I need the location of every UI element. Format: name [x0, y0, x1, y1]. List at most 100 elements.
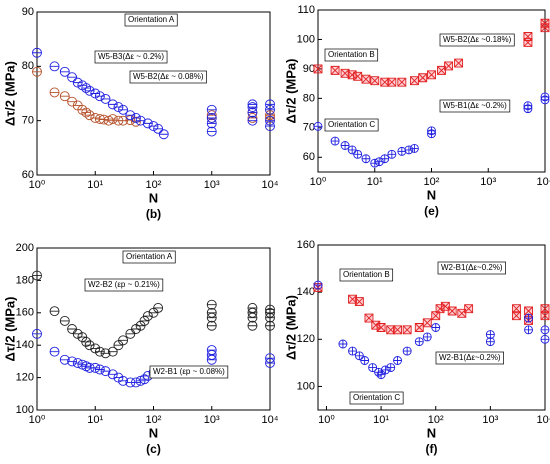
x-tick-label: 10²: [428, 414, 444, 426]
marker: [409, 143, 419, 153]
marker: [540, 18, 550, 28]
marker: [265, 113, 275, 123]
marker: [100, 93, 111, 104]
marker: [131, 324, 141, 334]
annotation-box: [439, 99, 511, 113]
marker: [376, 323, 386, 332]
plot-frame: [36, 11, 271, 176]
annotation: Orientation A: [126, 252, 173, 261]
marker: [94, 346, 105, 357]
annotation: Orientation B: [328, 50, 375, 59]
y-tick-label: 140: [297, 286, 315, 298]
marker: [380, 365, 390, 375]
y-tick-label: 100: [297, 33, 315, 45]
x-tick-label: 10¹: [373, 414, 389, 426]
marker: [524, 313, 534, 323]
annotation: W2-B1(Δε~0.2%): [439, 353, 501, 362]
marker: [523, 32, 533, 41]
marker: [444, 61, 454, 71]
marker: [361, 74, 371, 84]
marker: [206, 307, 217, 318]
annotation-box: [149, 365, 229, 379]
annotation-box: [84, 278, 164, 292]
x-tick-label: 10⁰: [29, 414, 46, 426]
marker: [153, 302, 164, 313]
marker: [32, 47, 42, 58]
marker: [49, 61, 60, 72]
marker: [32, 328, 42, 339]
y-axis-label: Δτ/2 (MPa): [2, 297, 17, 362]
y-tick-label: 180: [16, 274, 34, 286]
annotation: W2-B1 (εp ~ 0.08%): [153, 367, 225, 376]
marker: [370, 76, 380, 86]
marker: [148, 121, 159, 132]
marker: [353, 71, 363, 81]
marker: [265, 104, 275, 115]
annotation: Orientation A: [128, 15, 175, 24]
marker: [393, 325, 402, 335]
marker: [387, 149, 397, 159]
marker: [206, 320, 217, 331]
marker: [265, 353, 275, 364]
y-tick-label: 90: [303, 63, 315, 75]
marker: [368, 363, 378, 373]
x-tick-label: 10¹: [87, 179, 103, 191]
marker: [404, 145, 414, 155]
marker: [414, 323, 424, 332]
marker: [409, 76, 419, 86]
marker: [153, 123, 164, 134]
x-tick-label: 10⁴: [262, 179, 279, 191]
x-tick-label: 10³: [480, 176, 496, 188]
marker: [427, 126, 436, 136]
y-tick-label: 60: [22, 169, 34, 181]
annotation: Orientation C: [328, 120, 375, 129]
marker: [511, 304, 521, 314]
marker: [265, 320, 275, 331]
x-tick-label: 10⁴: [537, 414, 550, 426]
marker: [427, 70, 436, 80]
marker: [265, 115, 275, 126]
annotation-box: [124, 13, 178, 27]
marker: [540, 92, 550, 102]
marker: [397, 146, 407, 156]
marker: [142, 118, 153, 129]
marker: [247, 113, 258, 123]
marker: [135, 115, 146, 126]
marker: [72, 328, 83, 339]
marker: [386, 363, 396, 373]
series: [32, 270, 275, 359]
marker: [313, 121, 323, 131]
x-axis-label: N: [427, 187, 436, 202]
marker: [380, 154, 390, 164]
marker: [347, 145, 357, 155]
annotation-box: [437, 261, 506, 275]
marker: [431, 323, 441, 332]
annotation: W2-B1(Δε~0.2%): [441, 263, 503, 272]
marker: [540, 325, 550, 335]
panel-label: (e): [424, 204, 439, 218]
x-tick-label: 10³: [204, 414, 220, 426]
marker: [206, 118, 217, 129]
x-tick-label: 10⁰: [310, 176, 327, 188]
annotation: W5-B3(Δε ~ 0.2%): [98, 52, 164, 61]
y-tick-label: 80: [303, 92, 315, 104]
marker: [376, 370, 386, 380]
annotation: W5-B1(Δε ~0.2%): [443, 101, 507, 110]
x-tick-label: 10³: [482, 414, 498, 426]
y-tick-label: 70: [303, 122, 315, 134]
marker: [454, 58, 464, 68]
annotation: W2-B2 (εp ~ 0.21%): [88, 280, 160, 289]
y-tick-label: 90: [22, 6, 34, 18]
marker: [247, 99, 258, 110]
panel-label: (b): [146, 207, 161, 221]
annotation-box: [129, 70, 207, 84]
x-tick-label: 10¹: [367, 176, 383, 188]
y-tick-label: 60: [303, 151, 315, 163]
marker: [90, 88, 101, 99]
marker: [131, 113, 141, 123]
marker: [397, 77, 407, 87]
panel-label: (f): [426, 442, 438, 456]
marker: [113, 102, 124, 113]
marker: [422, 318, 432, 328]
marker: [524, 306, 534, 316]
